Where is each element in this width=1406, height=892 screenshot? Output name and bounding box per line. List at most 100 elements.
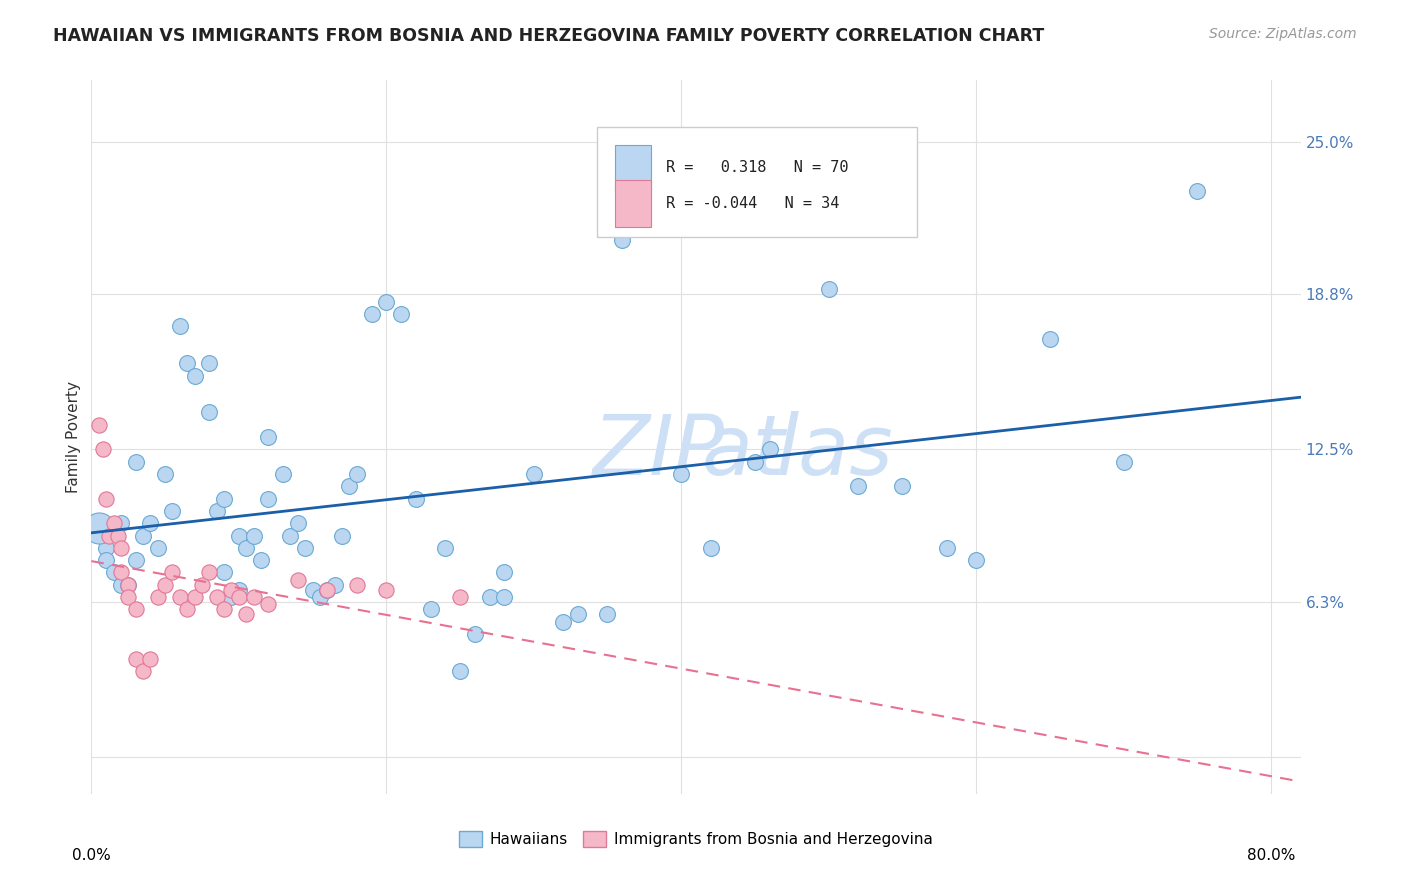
Point	[405, 491, 427, 506]
FancyBboxPatch shape	[614, 145, 651, 191]
Point	[110, 566, 132, 580]
Point	[94, 553, 117, 567]
Y-axis label: Family Poverty: Family Poverty	[66, 381, 82, 493]
Text: 0.0%: 0.0%	[72, 848, 111, 863]
Point	[612, 233, 634, 247]
Point	[87, 521, 110, 535]
Point	[758, 442, 780, 457]
Point	[478, 590, 501, 604]
Point	[169, 590, 191, 604]
Point	[935, 541, 957, 555]
Point	[271, 467, 294, 481]
Point	[139, 516, 162, 531]
Point	[221, 582, 243, 597]
Point	[346, 578, 368, 592]
Point	[162, 566, 184, 580]
Point	[523, 467, 546, 481]
Point	[553, 615, 575, 629]
Point	[464, 627, 486, 641]
FancyBboxPatch shape	[614, 180, 651, 227]
Point	[494, 590, 516, 604]
Point	[294, 541, 316, 555]
Point	[103, 516, 125, 531]
Point	[316, 582, 339, 597]
Point	[316, 582, 339, 597]
Point	[103, 566, 125, 580]
Point	[242, 528, 264, 542]
Point	[221, 590, 243, 604]
Point	[124, 455, 146, 469]
Point	[257, 430, 280, 444]
Point	[94, 491, 117, 506]
Point	[176, 356, 198, 370]
Point	[198, 405, 221, 419]
Point	[153, 467, 176, 481]
Point	[124, 651, 146, 665]
Point	[449, 664, 471, 678]
Point	[744, 455, 766, 469]
Point	[212, 491, 235, 506]
Point	[346, 467, 368, 481]
Point	[257, 598, 280, 612]
Point	[228, 528, 250, 542]
Point	[1187, 184, 1209, 198]
Point	[146, 541, 169, 555]
Point	[183, 368, 205, 383]
Point	[434, 541, 457, 555]
Point	[176, 602, 198, 616]
Point	[596, 607, 619, 622]
Point	[330, 528, 353, 542]
Point	[110, 578, 132, 592]
Text: las: las	[775, 411, 893, 491]
Point	[228, 590, 250, 604]
Point	[375, 582, 398, 597]
Text: R =   0.318   N = 70: R = 0.318 N = 70	[665, 161, 848, 175]
Point	[183, 590, 205, 604]
Point	[419, 602, 441, 616]
Point	[671, 467, 693, 481]
Point	[87, 417, 110, 432]
Point	[641, 147, 664, 161]
Point	[132, 664, 155, 678]
Point	[198, 356, 221, 370]
Point	[117, 590, 139, 604]
Point	[205, 504, 228, 518]
Point	[301, 582, 323, 597]
Point	[846, 479, 869, 493]
Point	[699, 541, 721, 555]
Point	[494, 566, 516, 580]
Point	[212, 566, 235, 580]
Point	[339, 479, 361, 493]
Point	[110, 516, 132, 531]
Point	[309, 590, 332, 604]
Point	[235, 541, 257, 555]
Point	[169, 319, 191, 334]
Point	[257, 491, 280, 506]
Point	[205, 590, 228, 604]
Point	[146, 590, 169, 604]
Point	[198, 566, 221, 580]
Point	[107, 528, 129, 542]
Point	[91, 442, 114, 457]
Point	[1112, 455, 1135, 469]
Text: ZIP: ZIP	[593, 411, 725, 491]
Point	[1039, 332, 1062, 346]
Point	[389, 307, 412, 321]
Point	[212, 602, 235, 616]
Point	[449, 590, 471, 604]
Point	[228, 582, 250, 597]
Legend: Hawaiians, Immigrants from Bosnia and Herzegovina: Hawaiians, Immigrants from Bosnia and He…	[460, 831, 932, 847]
Point	[139, 651, 162, 665]
Point	[235, 607, 257, 622]
Point	[375, 294, 398, 309]
Point	[287, 516, 309, 531]
Point	[87, 521, 110, 535]
Point	[132, 528, 155, 542]
Point	[817, 282, 839, 296]
Point	[124, 553, 146, 567]
Text: HAWAIIAN VS IMMIGRANTS FROM BOSNIA AND HERZEGOVINA FAMILY POVERTY CORRELATION CH: HAWAIIAN VS IMMIGRANTS FROM BOSNIA AND H…	[53, 27, 1045, 45]
Point	[891, 479, 914, 493]
Point	[153, 578, 176, 592]
Point	[117, 578, 139, 592]
Point	[110, 541, 132, 555]
